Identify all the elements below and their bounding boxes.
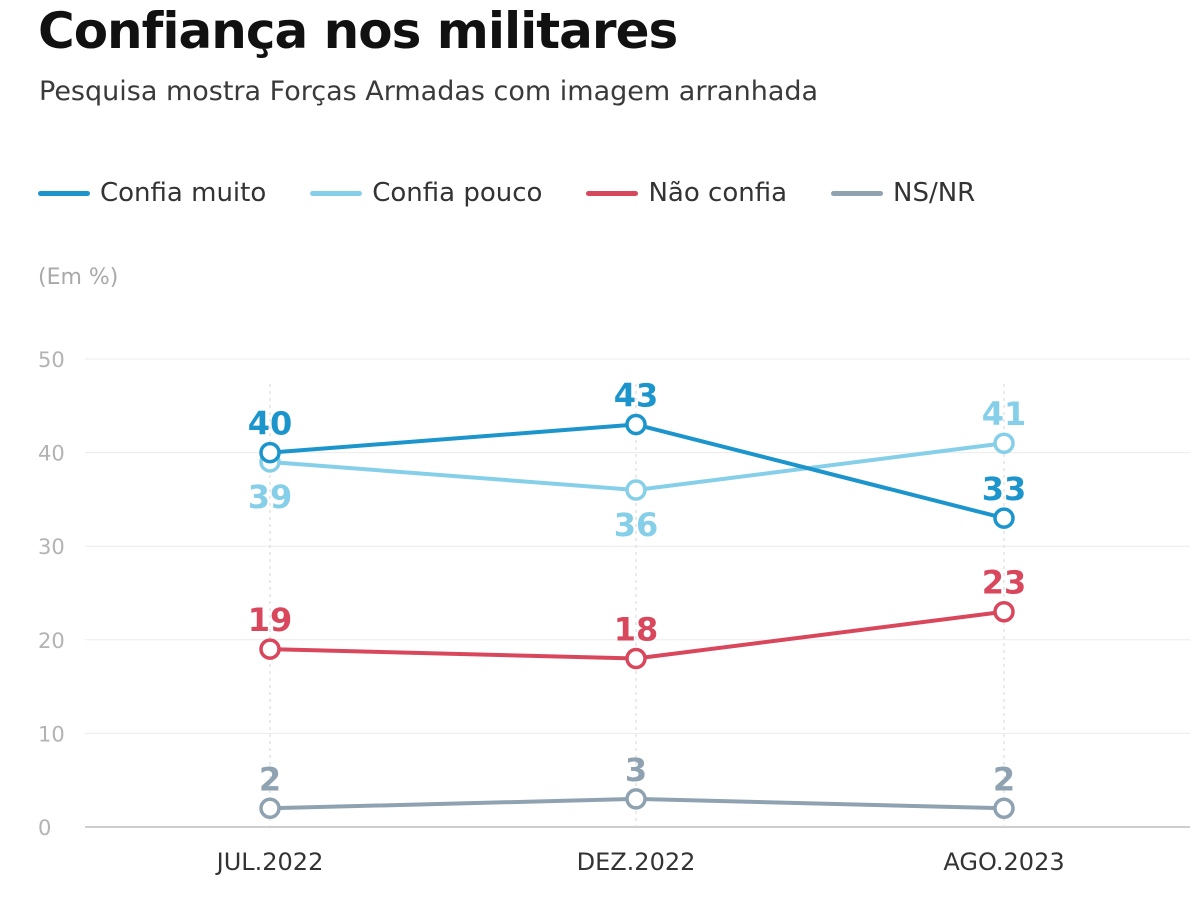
data-point bbox=[259, 797, 281, 820]
data-point bbox=[625, 647, 647, 670]
legend-item-confia-muito: Confia muito bbox=[38, 178, 266, 208]
y-tick-label: 0 bbox=[38, 816, 51, 840]
legend-swatch-ns-nr bbox=[831, 190, 884, 196]
data-point bbox=[259, 441, 281, 464]
data-label: 23 bbox=[982, 564, 1027, 602]
y-tick-label: 20 bbox=[38, 629, 65, 653]
legend-item-ns-nr: NS/NR bbox=[831, 178, 975, 208]
legend-swatch-confia-muito bbox=[38, 190, 90, 196]
data-label: 39 bbox=[248, 478, 293, 516]
y-tick-label: 10 bbox=[38, 722, 65, 746]
y-tick-label: 30 bbox=[38, 535, 65, 559]
legend-label-confia-muito: Confia muito bbox=[100, 178, 267, 208]
data-point bbox=[625, 788, 647, 810]
data-label: 3 bbox=[625, 751, 647, 789]
y-tick-label: 40 bbox=[38, 442, 65, 466]
unit-label: (Em %) bbox=[38, 265, 119, 290]
chart-subtitle: Pesquisa mostra Forças Armadas com image… bbox=[39, 76, 819, 107]
data-label: 18 bbox=[614, 611, 659, 649]
legend-item-confia-pouco: Confia pouco bbox=[310, 178, 542, 208]
data-point bbox=[993, 600, 1015, 623]
legend-label-ns-nr: NS/NR bbox=[893, 178, 976, 208]
data-label: 36 bbox=[614, 506, 659, 544]
legend-item-nao-confia: Não confia bbox=[586, 178, 787, 208]
legend: Confia muito Confia pouco Não confia NS/… bbox=[38, 178, 1019, 208]
data-label: 2 bbox=[993, 760, 1015, 798]
data-label: 43 bbox=[614, 377, 659, 415]
x-tick-label: AGO.2023 bbox=[943, 848, 1064, 876]
data-label: 40 bbox=[248, 405, 293, 443]
data-point bbox=[993, 432, 1015, 454]
data-label: 33 bbox=[982, 470, 1027, 508]
x-tick-label: DEZ.2022 bbox=[577, 848, 696, 876]
legend-label-confia-pouco: Confia pouco bbox=[372, 178, 543, 208]
data-point bbox=[625, 479, 647, 501]
y-tick-label: 50 bbox=[38, 348, 65, 372]
data-point bbox=[259, 638, 281, 660]
legend-swatch-confia-pouco bbox=[310, 190, 363, 196]
legend-label-nao-confia: Não confia bbox=[648, 178, 788, 208]
data-point bbox=[625, 413, 647, 436]
legend-swatch-nao-confia bbox=[586, 190, 639, 196]
data-label: 41 bbox=[982, 395, 1027, 433]
x-tick-label: JUL.2022 bbox=[215, 848, 324, 876]
data-point bbox=[993, 797, 1015, 820]
chart-title: Confiança nos militares bbox=[38, 2, 678, 60]
data-label: 19 bbox=[248, 601, 293, 639]
data-label: 2 bbox=[259, 760, 281, 798]
data-point bbox=[993, 507, 1015, 529]
